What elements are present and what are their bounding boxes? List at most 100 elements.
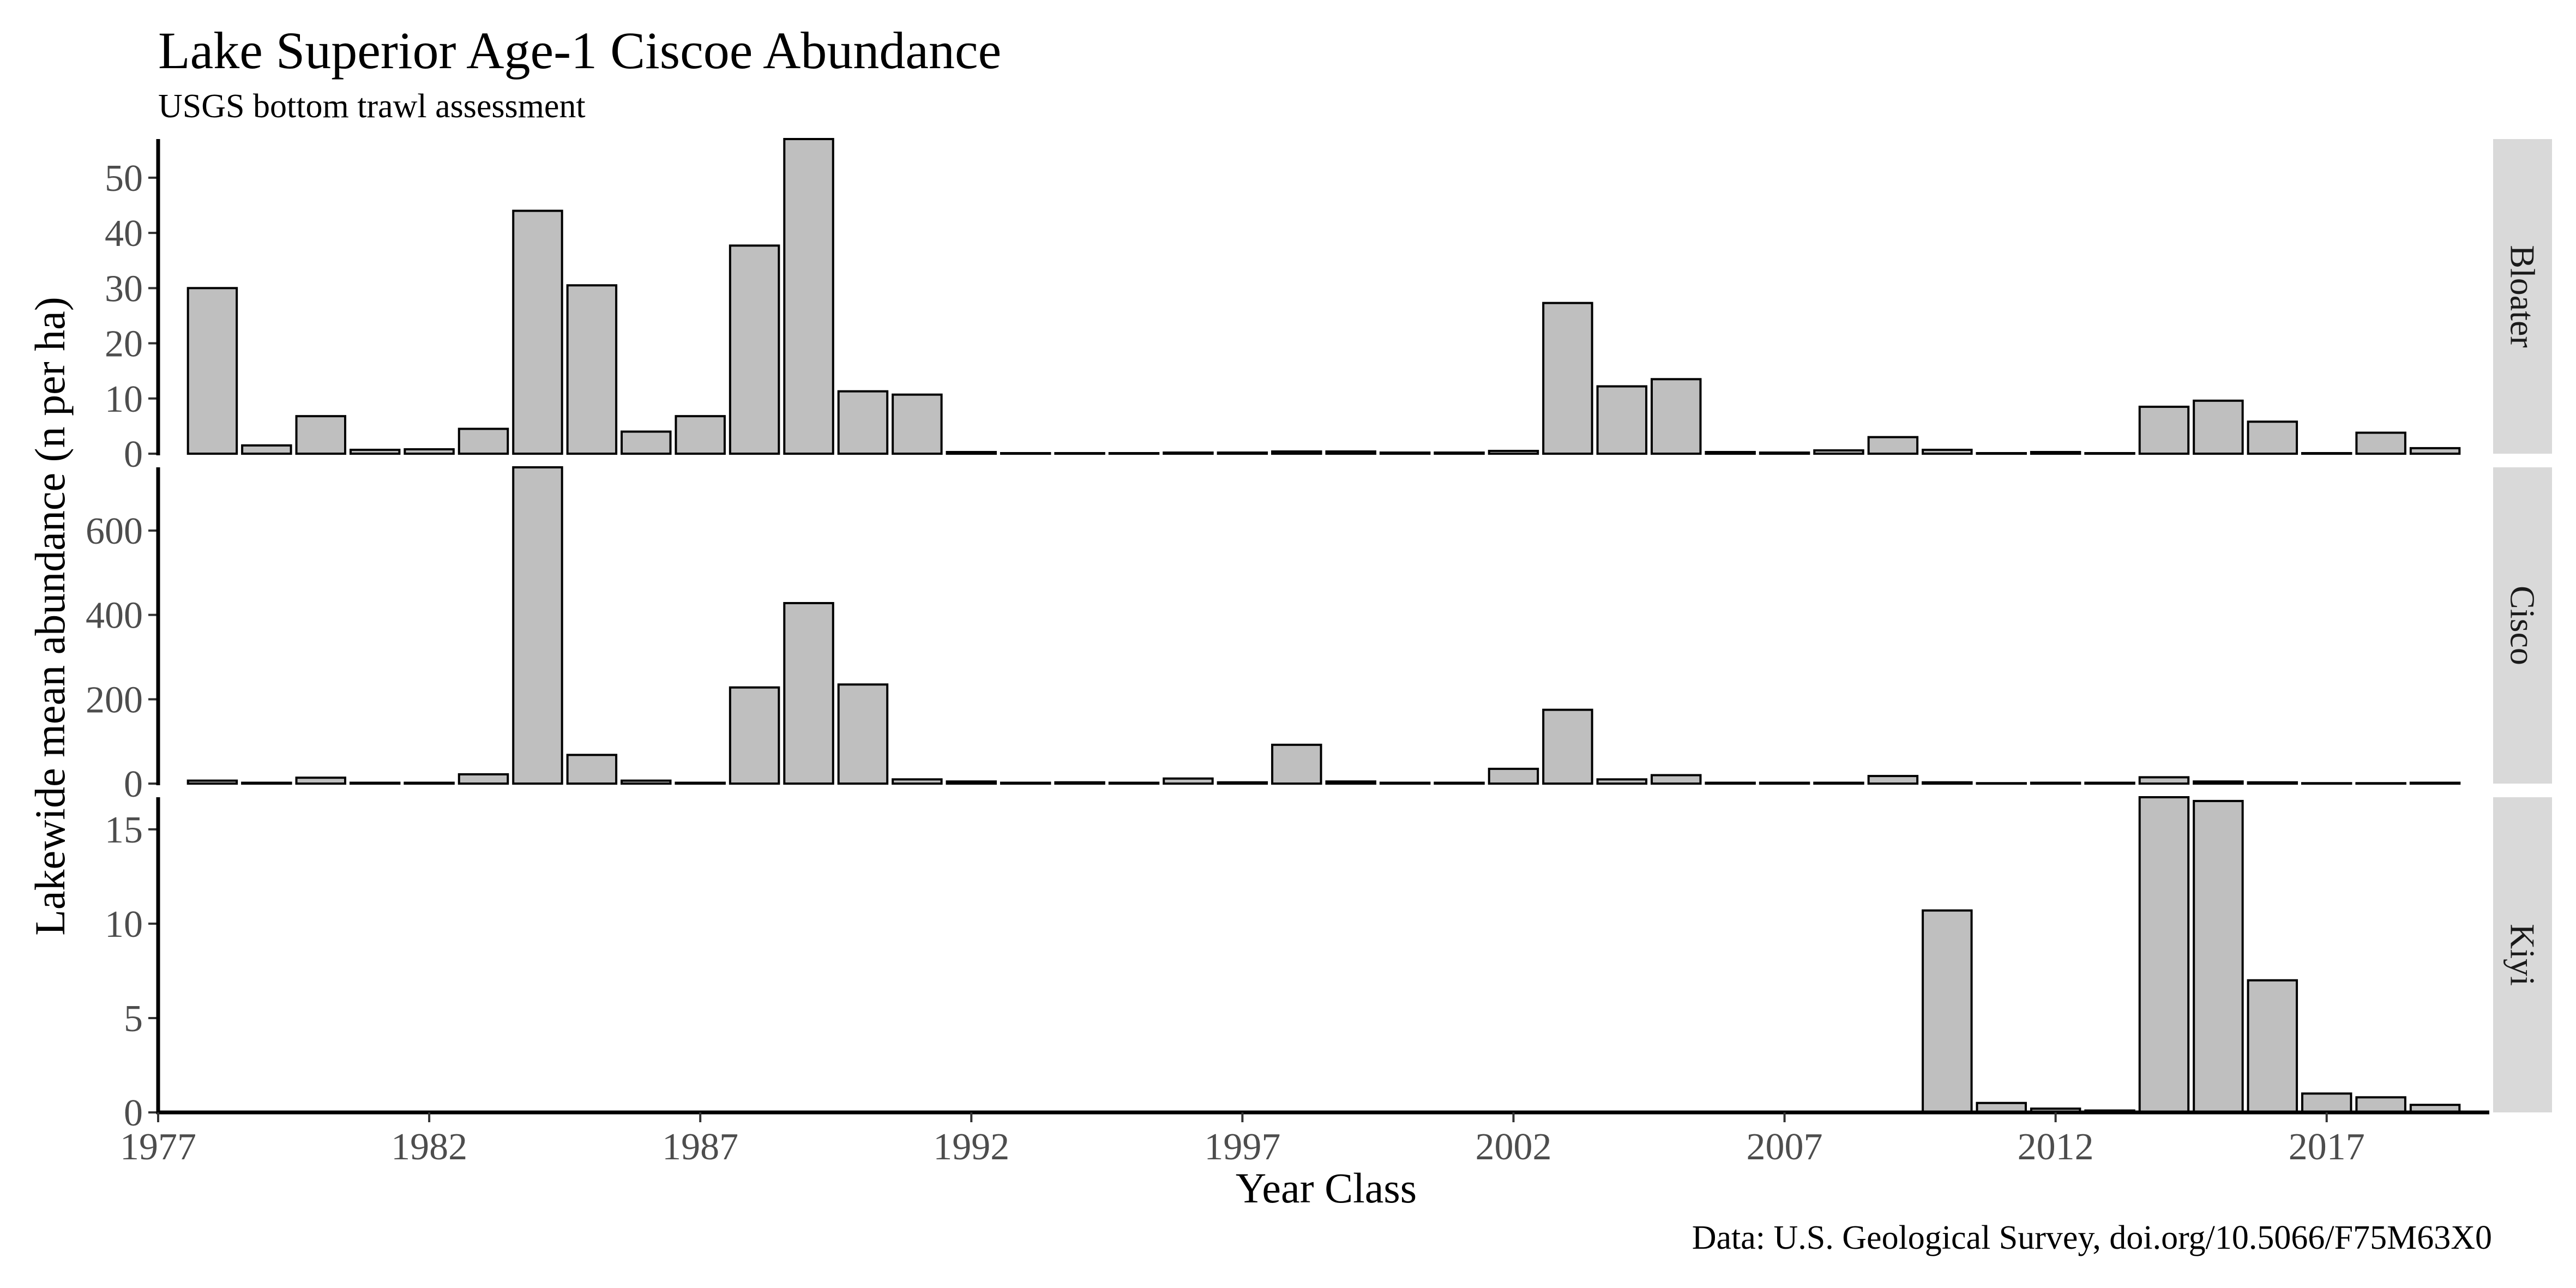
bar-bloater-2015 xyxy=(2193,399,2244,455)
bar-bloater-2011 xyxy=(1976,452,2027,455)
y-tick-label: 200 xyxy=(86,679,143,721)
bar-cisco-1992 xyxy=(946,780,997,785)
bar-cisco-2004 xyxy=(1596,778,1648,785)
x-tick-label: 2017 xyxy=(2289,1126,2365,1168)
bar-bloater-1993 xyxy=(1000,452,1051,455)
bar-cisco-2012 xyxy=(2030,781,2081,785)
bar-cisco-1981 xyxy=(349,781,401,785)
bar-bloater-2005 xyxy=(1650,378,1702,455)
x-tick-label: 2012 xyxy=(2018,1126,2094,1168)
bar-cisco-2001 xyxy=(1434,781,1485,785)
bar-bloater-2001 xyxy=(1434,451,1485,455)
bar-cisco-1994 xyxy=(1054,781,1105,785)
bar-cisco-2008 xyxy=(1813,781,1864,785)
facet-strip-cisco xyxy=(2493,467,2552,784)
bar-cisco-1993 xyxy=(1000,781,1051,785)
y-tick-label: 0 xyxy=(124,434,143,476)
x-tick-label: 1982 xyxy=(391,1126,467,1168)
bar-kiyi-2016 xyxy=(2247,979,2298,1114)
y-tick-label: 0 xyxy=(124,763,143,805)
bar-bloater-1988 xyxy=(729,244,780,455)
facet-panel-bloater: 0 10 20 30 40 50 Bloater xyxy=(105,138,2552,476)
bar-cisco-2010 xyxy=(1922,781,1973,785)
bar-bloater-2007 xyxy=(1759,451,1810,455)
bar-cisco-1995 xyxy=(1108,781,1160,785)
bar-cisco-1984 xyxy=(512,466,563,785)
bar-cisco-2003 xyxy=(1542,708,1593,785)
bar-cisco-2011 xyxy=(1976,782,2027,785)
facet-panels: 0 10 20 30 40 50 Bloater 0 200 400 600 Cisco 0 5 10 15 K… xyxy=(86,138,2552,1134)
y-tick-label: 600 xyxy=(86,510,143,552)
bar-bloater-1981 xyxy=(349,448,401,455)
bar-bloater-1986 xyxy=(621,430,672,455)
bar-bloater-1991 xyxy=(892,393,943,455)
y-tick-label: 400 xyxy=(86,595,143,637)
bar-bloater-1997 xyxy=(1217,451,1268,455)
bar-cisco-2018 xyxy=(2355,782,2406,785)
facet-strip-kiyi xyxy=(2493,797,2552,1112)
bar-bloater-2008 xyxy=(1813,449,1864,455)
bar-bloater-1996 xyxy=(1163,451,1214,455)
bar-bloater-2000 xyxy=(1379,451,1431,455)
bar-bloater-1992 xyxy=(946,450,997,455)
bar-cisco-1998 xyxy=(1271,743,1322,785)
bar-cisco-1983 xyxy=(458,773,509,785)
bar-bloater-2006 xyxy=(1705,450,1756,455)
y-tick-label: 10 xyxy=(105,904,143,946)
bar-cisco-1979 xyxy=(241,781,292,785)
bar-bloater-2016 xyxy=(2247,420,2298,455)
y-tick-label: 40 xyxy=(105,213,143,255)
bar-bloater-1989 xyxy=(783,138,834,455)
bar-cisco-1999 xyxy=(1325,780,1376,785)
bar-bloater-1983 xyxy=(458,428,509,455)
x-tick-label: 1977 xyxy=(120,1126,196,1168)
y-tick-label: 20 xyxy=(105,323,143,365)
x-tick-label: 1987 xyxy=(662,1126,738,1168)
y-tick-label: 5 xyxy=(124,998,143,1040)
bar-kiyi-2015 xyxy=(2193,799,2244,1114)
y-axis-title: Lakewide mean abundance (n per ha) xyxy=(26,297,74,936)
x-tick-label: 1997 xyxy=(1204,1126,1280,1168)
chart-subtitle: USGS bottom trawl assessment xyxy=(158,88,586,125)
facet-panel-kiyi: 0 5 10 15 Kiyi xyxy=(105,796,2552,1134)
bar-bloater-1978 xyxy=(186,287,238,455)
bar-bloater-2014 xyxy=(2138,405,2190,455)
bar-bloater-2010 xyxy=(1922,448,1973,455)
bar-cisco-1988 xyxy=(729,686,780,785)
bar-bloater-1990 xyxy=(837,390,889,455)
chart-caption: Data: U.S. Geological Survey, doi.org/10… xyxy=(1692,1219,2492,1256)
bar-kiyi-2014 xyxy=(2138,796,2190,1114)
facet-panel-cisco: 0 200 400 600 Cisco xyxy=(86,466,2552,805)
bar-cisco-2002 xyxy=(1488,767,1539,785)
bar-cisco-1978 xyxy=(186,779,238,785)
chart-title: Lake Superior Age-1 Ciscoe Abundance xyxy=(158,21,1001,80)
bar-cisco-2007 xyxy=(1759,781,1810,785)
bar-cisco-2000 xyxy=(1379,781,1431,785)
bar-cisco-2014 xyxy=(2138,776,2190,785)
bar-bloater-2017 xyxy=(2301,452,2352,455)
y-tick-label: 30 xyxy=(105,268,143,310)
bar-bloater-2004 xyxy=(1596,385,1648,455)
bar-bloater-2012 xyxy=(2030,450,2081,455)
bar-cisco-1996 xyxy=(1163,777,1214,785)
x-axis: 1977 1982 1987 1992 1997 2002 2007 2012 2017 xyxy=(120,1110,2489,1168)
bar-bloater-2019 xyxy=(2409,447,2461,455)
bar-cisco-1989 xyxy=(783,602,834,785)
bar-cisco-2016 xyxy=(2247,781,2298,785)
bar-bloater-2002 xyxy=(1488,449,1539,455)
bar-bloater-1980 xyxy=(295,415,346,455)
bar-bloater-1994 xyxy=(1054,452,1105,455)
bar-cisco-2005 xyxy=(1650,774,1702,785)
bar-cisco-2006 xyxy=(1705,781,1756,785)
facet-label: Kiyi xyxy=(2503,924,2542,986)
bar-bloater-1998 xyxy=(1271,450,1322,455)
y-tick-label: 10 xyxy=(105,378,143,420)
x-tick-label: 2002 xyxy=(1475,1126,1551,1168)
bar-kiyi-2017 xyxy=(2301,1092,2352,1114)
bar-cisco-1986 xyxy=(621,779,672,785)
bar-cisco-2015 xyxy=(2193,780,2244,785)
bar-cisco-1980 xyxy=(295,777,346,785)
bar-cisco-2009 xyxy=(1867,775,1919,785)
y-tick-label: 50 xyxy=(105,158,143,200)
